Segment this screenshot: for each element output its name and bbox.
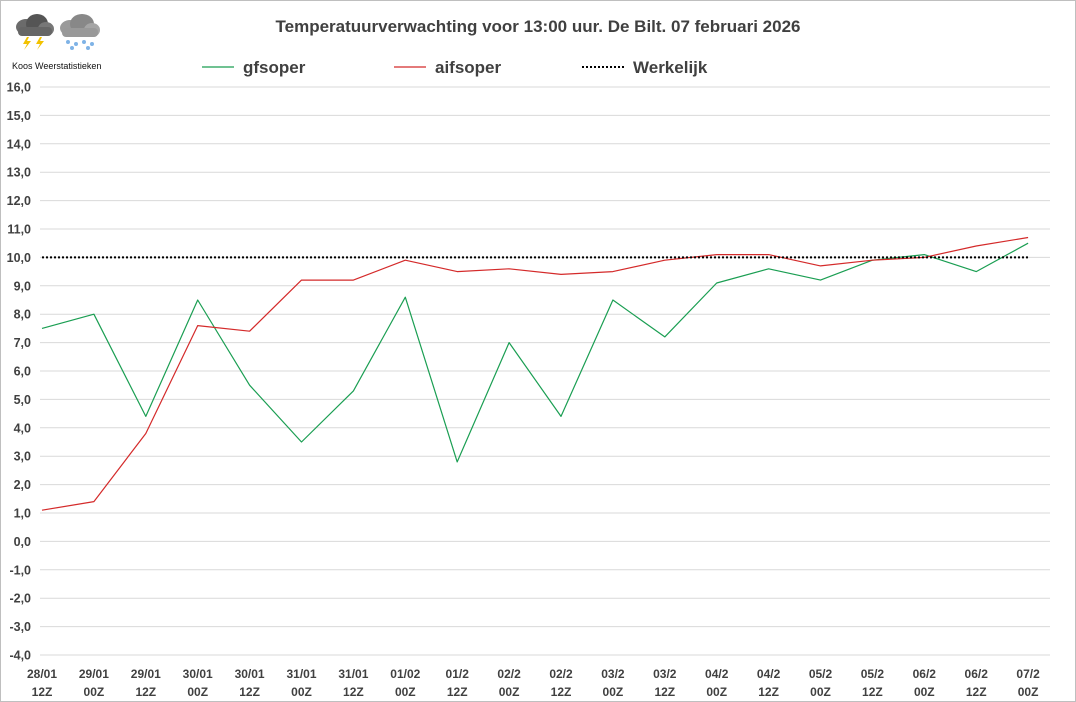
x-tick-label: 00Z bbox=[1018, 685, 1039, 699]
x-tick-label: 06/2 bbox=[965, 667, 989, 681]
legend-item-aifsoper: aifsoper bbox=[394, 58, 502, 77]
x-tick-label: 31/01 bbox=[286, 667, 316, 681]
legend-label-aifsoper: aifsoper bbox=[435, 58, 502, 77]
y-axis: 16,0 15,0 14,0 13,0 12,0 11,0 10,0 9,0 8,0 7,0 6,0… bbox=[7, 81, 31, 663]
x-tick-label: 30/01 bbox=[183, 667, 213, 681]
x-tick-label: 12Z bbox=[239, 685, 260, 699]
series-group bbox=[41, 236, 1029, 511]
y-tick-label: 11,0 bbox=[7, 223, 31, 237]
x-tick-label: 00Z bbox=[84, 685, 105, 699]
legend-item-gfsoper: gfsoper bbox=[202, 58, 306, 77]
x-tick-label: 31/01 bbox=[338, 667, 368, 681]
x-tick-label: 06/2 bbox=[913, 667, 937, 681]
y-tick-label: -4,0 bbox=[9, 649, 31, 663]
x-tick-label: 03/2 bbox=[601, 667, 625, 681]
x-tick-label: 07/2 bbox=[1016, 667, 1040, 681]
y-tick-label: 15,0 bbox=[7, 109, 31, 123]
x-tick-label: 12Z bbox=[654, 685, 675, 699]
chart-title: Temperatuurverwachting voor 13:00 uur. D… bbox=[276, 17, 801, 36]
x-tick-label: 29/01 bbox=[79, 667, 109, 681]
x-tick-label: 12Z bbox=[551, 685, 572, 699]
y-tick-label: 2,0 bbox=[14, 478, 31, 492]
x-tick-label: 00Z bbox=[810, 685, 831, 699]
x-tick-label: 12Z bbox=[135, 685, 156, 699]
legend-label-gfsoper: gfsoper bbox=[243, 58, 306, 77]
x-tick-label: 03/2 bbox=[653, 667, 677, 681]
y-tick-label: 1,0 bbox=[14, 507, 31, 521]
y-tick-label: 5,0 bbox=[14, 393, 31, 407]
x-tick-label: 00Z bbox=[187, 685, 208, 699]
x-tick-label: 12Z bbox=[32, 685, 53, 699]
legend-item-werkelijk: Werkelijk bbox=[582, 58, 708, 77]
x-tick-label: 05/2 bbox=[861, 667, 885, 681]
y-tick-label: 3,0 bbox=[14, 450, 31, 464]
thunderstorm-cloud-icon bbox=[16, 14, 54, 50]
y-tick-label: 10,0 bbox=[7, 251, 31, 265]
x-tick-label: 00Z bbox=[706, 685, 727, 699]
y-tick-label: 9,0 bbox=[14, 279, 31, 293]
y-tick-label: 7,0 bbox=[14, 336, 31, 350]
x-tick-label: 04/2 bbox=[705, 667, 729, 681]
logo: Koos Weerstatistieken bbox=[12, 14, 101, 71]
x-tick-label: 12Z bbox=[447, 685, 468, 699]
x-tick-label: 02/2 bbox=[549, 667, 573, 681]
x-tick-label: 12Z bbox=[862, 685, 883, 699]
snow-cloud-icon bbox=[60, 14, 100, 50]
x-tick-label: 29/01 bbox=[131, 667, 161, 681]
y-tick-label: 6,0 bbox=[14, 365, 31, 379]
x-tick-label: 04/2 bbox=[757, 667, 781, 681]
gridlines bbox=[40, 86, 1050, 656]
x-tick-label: 12Z bbox=[966, 685, 987, 699]
x-tick-label: 00Z bbox=[914, 685, 935, 699]
x-tick-label: 01/02 bbox=[390, 667, 420, 681]
y-tick-label: -2,0 bbox=[9, 592, 31, 606]
y-tick-label: -1,0 bbox=[9, 563, 31, 577]
x-tick-label: 30/01 bbox=[235, 667, 265, 681]
x-tick-label: 28/01 bbox=[27, 667, 57, 681]
series-line-gfsoper bbox=[41, 242, 1029, 463]
y-tick-label: 8,0 bbox=[14, 308, 31, 322]
x-tick-label: 12Z bbox=[758, 685, 779, 699]
x-axis: 28/01 12Z 29/01 00Z 29/01 12Z 30/01 00Z 30/01 12Z… bbox=[27, 667, 1040, 699]
x-tick-label: 12Z bbox=[343, 685, 364, 699]
y-tick-label: 4,0 bbox=[14, 421, 31, 435]
legend: gfsoper aifsoper Werkelijk bbox=[202, 58, 708, 77]
y-tick-label: -3,0 bbox=[9, 620, 31, 634]
series-line-aifsoper bbox=[41, 236, 1029, 511]
x-tick-label: 02/2 bbox=[497, 667, 521, 681]
x-tick-label: 01/2 bbox=[446, 667, 470, 681]
legend-label-werkelijk: Werkelijk bbox=[633, 58, 708, 77]
y-tick-label: 12,0 bbox=[7, 194, 31, 208]
x-tick-label: 00Z bbox=[395, 685, 416, 699]
y-tick-label: 13,0 bbox=[7, 166, 31, 180]
x-tick-label: 00Z bbox=[291, 685, 312, 699]
x-tick-label: 00Z bbox=[499, 685, 520, 699]
x-tick-label: 00Z bbox=[603, 685, 624, 699]
y-tick-label: 14,0 bbox=[7, 137, 31, 151]
x-tick-label: 05/2 bbox=[809, 667, 833, 681]
y-tick-label: 16,0 bbox=[7, 81, 31, 95]
y-tick-label: 0,0 bbox=[14, 535, 31, 549]
logo-caption: Koos Weerstatistieken bbox=[12, 61, 101, 71]
